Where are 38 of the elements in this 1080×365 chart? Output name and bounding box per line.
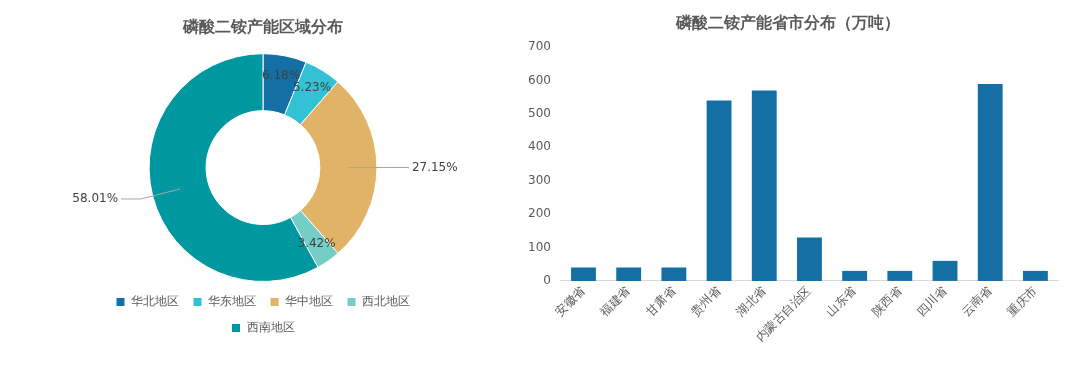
bar [932, 260, 958, 281]
legend-label: 华中地区 [285, 294, 333, 309]
y-tick-label: 300 [528, 172, 551, 187]
bar [616, 267, 642, 281]
x-tick-label: 贵州省 [688, 283, 724, 319]
x-tick-label: 甘肃省 [642, 283, 679, 319]
legend-label: 西南地区 [246, 320, 295, 335]
y-tick-label: 700 [528, 39, 551, 54]
y-tick-label: 200 [528, 206, 551, 221]
bar [571, 267, 596, 281]
y-tick-label: 400 [528, 139, 551, 154]
y-tick-label: 500 [528, 106, 551, 121]
x-tick-label: 湖北省 [733, 283, 769, 319]
bar [706, 100, 732, 281]
x-tick-label: 重庆市 [1004, 283, 1040, 319]
bar [977, 83, 1003, 281]
y-tick-label: 600 [528, 72, 551, 87]
bar [887, 270, 913, 281]
data-label: 58.01% [72, 191, 119, 206]
x-tick-label: 云南省 [959, 283, 995, 319]
bar [661, 267, 687, 281]
x-tick-label: 福建省 [597, 283, 634, 319]
legend-label: 西北地区 [362, 294, 410, 309]
x-tick-label: 陕西省 [868, 283, 905, 319]
bar [842, 270, 868, 281]
chart-title: 磷酸二铵产能区域分布 [182, 16, 343, 36]
x-tick-label: 四川省 [914, 283, 950, 319]
legend-label: 华北地区 [131, 294, 179, 309]
x-tick-label: 山东省 [823, 283, 859, 319]
legend-label: 华东地区 [208, 294, 256, 309]
bar [751, 90, 777, 281]
bar [1022, 270, 1048, 281]
y-tick-label: 0 [543, 273, 551, 288]
chart-title: 磷酸二铵产能省市分布（万吨） [675, 12, 900, 32]
y-tick-label: 100 [528, 239, 551, 254]
x-tick-label: 安徽省 [552, 283, 588, 319]
bar [797, 237, 822, 281]
data-label: 27.15% [411, 159, 458, 174]
